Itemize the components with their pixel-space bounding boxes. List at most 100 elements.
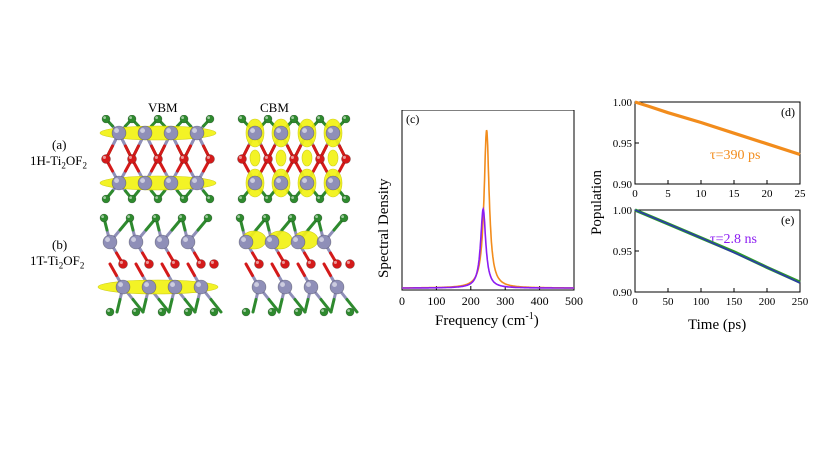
chart-e-xtick-label: 250 — [792, 296, 809, 308]
chart-d-panel-label: (d) — [781, 105, 795, 119]
bond — [345, 298, 359, 314]
bond — [193, 298, 200, 314]
chart-c-xtick-label: 200 — [462, 294, 480, 308]
chart-c-ylabel: Spectral Density — [376, 178, 392, 278]
chart-d-ticks: 0 5 10 15 20 25 0.90 0.95 1.00 — [613, 97, 806, 200]
bond — [183, 298, 197, 314]
f-atom-highlight — [129, 196, 132, 199]
f-atom — [101, 115, 111, 124]
row-b-sub1: 2 — [58, 260, 64, 271]
o-atom — [205, 154, 215, 164]
chart-e-panel-label: (e) — [781, 213, 794, 227]
bond — [296, 262, 306, 277]
o-atom — [237, 154, 247, 164]
o-atom — [101, 154, 111, 164]
bond — [293, 298, 307, 314]
f-atom — [151, 213, 161, 223]
o-atom-highlight — [210, 260, 214, 264]
f-atom-highlight — [159, 309, 162, 312]
o-atom — [254, 259, 264, 269]
bond — [167, 298, 174, 314]
f-atom-highlight — [181, 116, 184, 119]
chart-d-ytick-label: 1.00 — [613, 97, 633, 109]
o-atom-highlight — [333, 260, 337, 264]
f-atom-highlight — [289, 215, 292, 218]
f-atom — [205, 115, 215, 124]
chart-c-xtick-label: 100 — [427, 294, 445, 308]
chart-d-xtick-label: 20 — [762, 188, 774, 200]
ti-atom — [329, 279, 345, 295]
ti-atom — [299, 175, 315, 191]
row-b-mid: OF — [63, 253, 80, 268]
ti-atom-highlight — [140, 178, 145, 183]
o-atom-highlight — [197, 260, 201, 264]
ti-atom-highlight — [196, 282, 201, 287]
ti-atom — [167, 279, 183, 295]
o-atom-highlight — [281, 260, 285, 264]
ti-atom-highlight — [250, 128, 255, 133]
f-atom-highlight — [291, 116, 294, 119]
f-atom-highlight — [133, 309, 136, 312]
f-atom-highlight — [347, 309, 350, 312]
chart-e-ytick-label: 1.00 — [613, 205, 633, 217]
vbm-density-bottom — [99, 175, 217, 191]
chart-c-xtick-label: 400 — [531, 294, 549, 308]
ti-atom — [238, 234, 254, 250]
ti-atom — [290, 234, 306, 250]
o-atom-highlight — [102, 155, 106, 159]
bond — [244, 262, 254, 277]
ti-atom — [163, 175, 179, 191]
f-atom-highlight — [243, 309, 246, 312]
chart-e-frame — [634, 209, 801, 293]
chart-e-xtick-label: 100 — [693, 296, 710, 308]
ti-atom — [128, 234, 144, 250]
chart-c-lines — [402, 129, 574, 289]
bond — [329, 298, 336, 314]
chart-c-xtick-label: 500 — [565, 294, 583, 308]
chart-c-xlabel-text: Frequency (cm — [435, 313, 526, 329]
f-atom-highlight — [107, 309, 110, 312]
ti-atom-highlight — [131, 237, 136, 242]
row-a-mid: OF — [65, 153, 83, 168]
chart-c: (c) Spectral Density 0 100 200 300 400 500 Fr… — [376, 110, 583, 329]
ti-atom-highlight — [306, 282, 311, 287]
cbm-density-lobe — [249, 149, 261, 167]
bond — [134, 262, 144, 277]
cbm-density-lobe — [275, 149, 287, 167]
f-atom — [237, 194, 247, 204]
f-atom — [131, 307, 141, 317]
ti-atom — [325, 175, 341, 191]
ti-atom-highlight — [241, 237, 246, 242]
chart-d-frame — [634, 101, 801, 185]
ti-atom-highlight — [114, 178, 119, 183]
row-a-sub2: 2 — [82, 160, 87, 171]
f-atom-highlight — [291, 196, 294, 199]
f-atom — [315, 115, 325, 124]
f-atom — [183, 307, 193, 317]
ti-atom — [247, 175, 263, 191]
chart-c-frame — [401, 110, 575, 291]
f-atom-highlight — [103, 116, 106, 119]
o-atom — [196, 259, 206, 269]
ti-atom — [189, 125, 205, 141]
vbm-density-top — [99, 125, 217, 141]
chart-d-ytick-label: 0.90 — [613, 179, 633, 191]
ti-atom — [189, 175, 205, 191]
ti-atom — [111, 125, 127, 141]
chart-d-lines — [634, 100, 801, 157]
ti-atom — [102, 234, 118, 250]
ti-atom — [137, 125, 153, 141]
f-atom-highlight — [239, 116, 242, 119]
ti-atom-highlight — [276, 178, 281, 183]
f-atom-highlight — [237, 215, 240, 218]
ti-atom — [273, 175, 289, 191]
f-atom — [293, 307, 303, 317]
ti-atom-highlight — [276, 128, 281, 133]
f-atom-highlight — [207, 196, 210, 199]
ti-atom-highlight — [332, 282, 337, 287]
f-atom — [127, 194, 137, 204]
f-atom — [345, 307, 355, 317]
f-atom — [267, 307, 277, 317]
f-atom-highlight — [265, 196, 268, 199]
ti-atom-highlight — [293, 237, 298, 242]
